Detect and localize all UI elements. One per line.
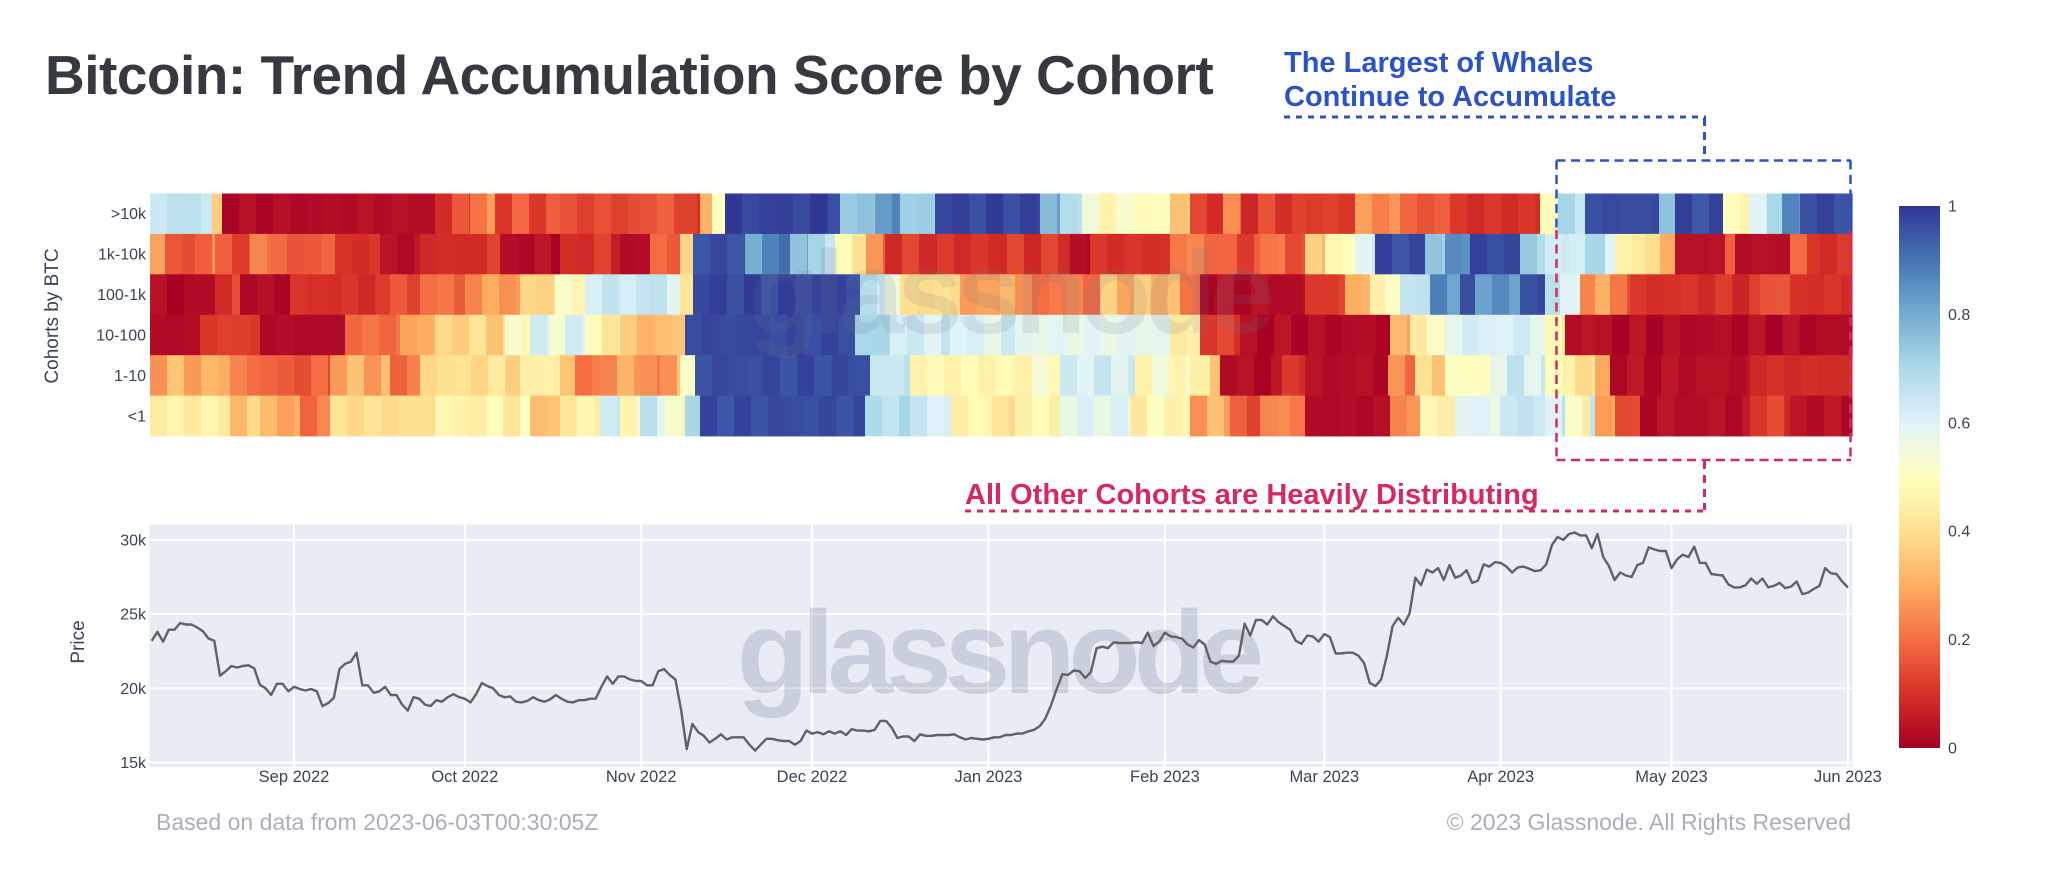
svg-text:Mar 2023: Mar 2023	[1289, 768, 1359, 786]
svg-text:glassnode: glassnode	[737, 587, 1261, 719]
svg-text:15k: 15k	[120, 755, 147, 772]
svg-text:Bitcoin: Trend Accumulation Sc: Bitcoin: Trend Accumulation Score by Coh…	[45, 44, 1213, 106]
svg-text:Continue to Accumulate: Continue to Accumulate	[1284, 81, 1616, 113]
svg-text:25k: 25k	[120, 607, 147, 624]
svg-text:0: 0	[1948, 741, 1957, 758]
svg-text:0.4: 0.4	[1948, 524, 1970, 541]
svg-text:Price: Price	[68, 620, 89, 663]
svg-text:Based on data from 2023-06-03T: Based on data from 2023-06-03T00:30:05Z	[156, 809, 598, 835]
svg-text:0.2: 0.2	[1948, 632, 1970, 649]
svg-text:>10k: >10k	[111, 206, 147, 223]
svg-text:0.8: 0.8	[1948, 307, 1970, 324]
svg-text:20k: 20k	[120, 681, 147, 698]
svg-text:Dec 2022: Dec 2022	[777, 768, 848, 786]
svg-text:1k-10k: 1k-10k	[98, 247, 147, 264]
svg-text:May 2023: May 2023	[1635, 768, 1707, 786]
svg-text:glassnode: glassnode	[748, 227, 1272, 359]
svg-text:30k: 30k	[120, 532, 147, 549]
svg-text:© 2023 Glassnode. All Rights R: © 2023 Glassnode. All Rights Reserved	[1447, 809, 1851, 835]
svg-text:The Largest of Whales: The Largest of Whales	[1284, 47, 1593, 79]
svg-text:0.6: 0.6	[1948, 415, 1970, 432]
svg-text:All Other Cohorts are Heavily: All Other Cohorts are Heavily Distributi…	[965, 479, 1539, 511]
svg-text:Oct 2022: Oct 2022	[431, 768, 498, 786]
svg-text:Jun 2023: Jun 2023	[1814, 768, 1882, 786]
svg-text:100-1k: 100-1k	[97, 287, 147, 304]
svg-text:<1: <1	[128, 408, 146, 425]
svg-text:Apr 2023: Apr 2023	[1467, 768, 1534, 786]
svg-text:1: 1	[1948, 199, 1957, 216]
svg-text:Nov 2022: Nov 2022	[606, 768, 677, 786]
svg-text:1-10: 1-10	[114, 368, 146, 385]
svg-text:Cohorts by BTC: Cohorts by BTC	[42, 248, 63, 383]
svg-text:Sep 2022: Sep 2022	[259, 768, 330, 786]
svg-text:Jan 2023: Jan 2023	[954, 768, 1022, 786]
svg-text:Feb 2023: Feb 2023	[1130, 768, 1200, 786]
svg-text:10-100: 10-100	[96, 328, 146, 345]
